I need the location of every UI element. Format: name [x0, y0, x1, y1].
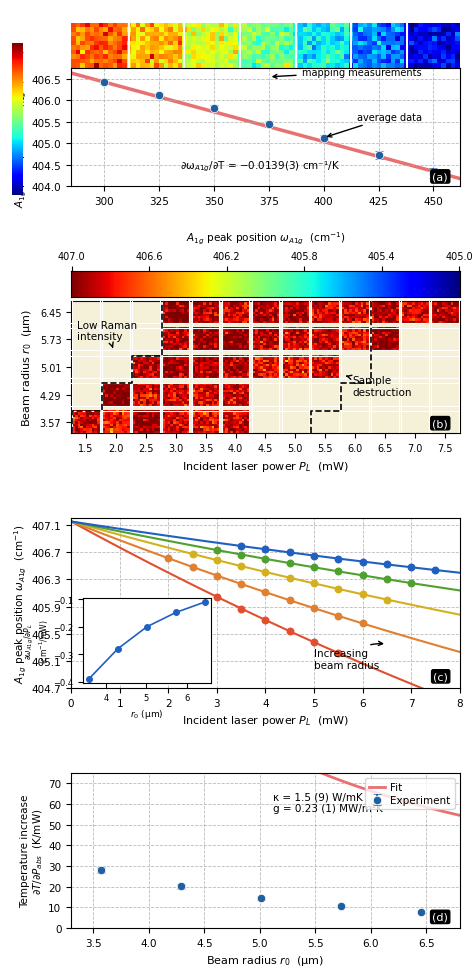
Fit — [396, 794, 401, 806]
Point — [237, 538, 245, 554]
Point — [189, 560, 196, 575]
Fit — [300, 759, 305, 771]
Point — [335, 564, 342, 579]
Y-axis label: $A_{1g}$ peak position $\omega_{A1g}$  (cm$^{-1}$): $A_{1g}$ peak position $\omega_{A1g}$ (c… — [13, 49, 29, 208]
Fit — [306, 762, 312, 774]
Point — [286, 623, 293, 639]
Text: ∂ω$_{A1g}$/∂T = −0.0139(3) cm⁻¹/K: ∂ω$_{A1g}$/∂T = −0.0139(3) cm⁻¹/K — [180, 159, 340, 174]
Text: Increasing
beam radius: Increasing beam radius — [314, 642, 383, 670]
Point — [335, 551, 342, 567]
Point — [262, 585, 269, 601]
Point — [262, 551, 269, 567]
Fit — [298, 759, 304, 771]
Point — [213, 569, 220, 584]
Point — [359, 616, 366, 631]
Point — [286, 545, 293, 561]
Y-axis label: Temperature increase
$\partial T/\partial P_{abs}$  (K/mW): Temperature increase $\partial T/\partia… — [20, 794, 46, 908]
Point — [310, 548, 318, 564]
Point — [213, 542, 220, 558]
Point — [237, 576, 245, 592]
X-axis label: Incident laser power $P_L$  (mW): Incident laser power $P_L$ (mW) — [182, 714, 349, 728]
Point — [237, 547, 245, 563]
Point — [383, 592, 391, 608]
Point — [359, 568, 366, 583]
Point — [359, 587, 366, 603]
Point — [310, 601, 318, 616]
Point — [310, 576, 318, 592]
Point — [335, 646, 342, 661]
Legend: Fit, Experiment: Fit, Experiment — [365, 779, 455, 810]
Point — [213, 589, 220, 605]
Point — [262, 542, 269, 558]
Text: (d): (d) — [432, 912, 448, 922]
Text: Sample
destruction: Sample destruction — [346, 375, 411, 398]
Fit — [68, 555, 74, 567]
Point — [335, 609, 342, 624]
Point — [213, 553, 220, 569]
X-axis label: Beam radius $r_0$  (μm): Beam radius $r_0$ (μm) — [206, 954, 325, 967]
Fit — [457, 810, 463, 822]
Point — [237, 559, 245, 574]
Point — [335, 581, 342, 597]
Text: (a): (a) — [432, 172, 448, 183]
Text: Low Raman
intensity: Low Raman intensity — [77, 320, 137, 348]
Point — [407, 575, 415, 591]
Text: (c): (c) — [433, 672, 448, 682]
Title: $A_{1g}$ peak position $\omega_{A1g}$  (cm$^{-1}$): $A_{1g}$ peak position $\omega_{A1g}$ (c… — [186, 231, 345, 247]
Point — [286, 571, 293, 586]
Point — [383, 572, 391, 587]
Point — [359, 554, 366, 570]
Point — [310, 560, 318, 575]
Text: (b): (b) — [432, 419, 448, 429]
Point — [262, 565, 269, 580]
Text: κ = 1.5 (9) W/mK
g = 0.23 (1) MW/m²K: κ = 1.5 (9) W/mK g = 0.23 (1) MW/m²K — [273, 791, 383, 813]
Point — [237, 601, 245, 616]
Point — [383, 557, 391, 573]
Point — [286, 556, 293, 572]
X-axis label: Incident laser power $P_L$  (mW): Incident laser power $P_L$ (mW) — [182, 459, 349, 473]
Line: Fit: Fit — [71, 561, 460, 816]
Fit — [70, 557, 75, 569]
Fit — [420, 801, 426, 813]
Point — [189, 546, 196, 562]
Y-axis label: $A_{1g}$ peak position $\omega_{A1g}$  (cm$^{-1}$): $A_{1g}$ peak position $\omega_{A1g}$ (c… — [13, 524, 29, 683]
Point — [310, 635, 318, 651]
Point — [262, 613, 269, 628]
Text: mapping measurements: mapping measurements — [273, 67, 421, 79]
Point — [432, 563, 439, 578]
Point — [164, 551, 172, 567]
Point — [286, 593, 293, 609]
Text: average data: average data — [328, 112, 421, 138]
Point — [407, 560, 415, 575]
Y-axis label: Beam radius $r_0$  (μm): Beam radius $r_0$ (μm) — [20, 309, 34, 427]
